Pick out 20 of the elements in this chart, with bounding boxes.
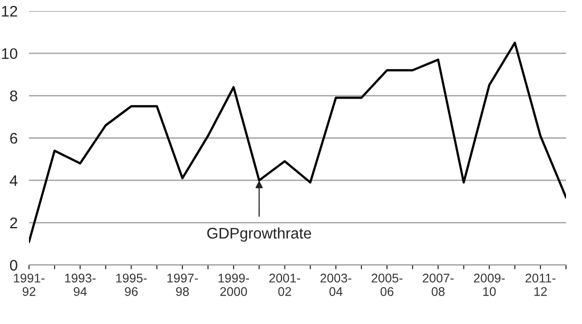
x-tick-label: 2001- 02 xyxy=(269,274,300,296)
y-tick-label: 10 xyxy=(2,48,18,60)
x-tick-label: 1995- 96 xyxy=(116,274,147,296)
y-tick-label: 12 xyxy=(2,6,18,17)
line-series xyxy=(29,42,566,243)
x-tick-label: 2005- 06 xyxy=(372,274,402,296)
x-tick-label: 2009- 10 xyxy=(474,274,505,296)
x-tick-label: 1997- 98 xyxy=(167,274,198,296)
y-tick-label: 0 xyxy=(10,260,18,271)
y-tick-label: 4 xyxy=(10,175,18,186)
x-tick-label: 2007- 08 xyxy=(422,274,454,296)
y-tick-label: 8 xyxy=(10,90,18,102)
x-tick-label: 1993- 94 xyxy=(65,274,96,296)
annotation: GDPgrowthrate xyxy=(207,227,312,242)
x-tick-label: 2003- 04 xyxy=(320,274,352,296)
y-tick-label: 2 xyxy=(10,218,18,228)
x-tick-label: 1999- 2000 xyxy=(218,274,250,296)
y-tick-label: 6 xyxy=(10,132,18,144)
x-tick-label: 1991- 92 xyxy=(14,274,44,296)
x-tick-label: 2011- 12 xyxy=(526,274,556,296)
